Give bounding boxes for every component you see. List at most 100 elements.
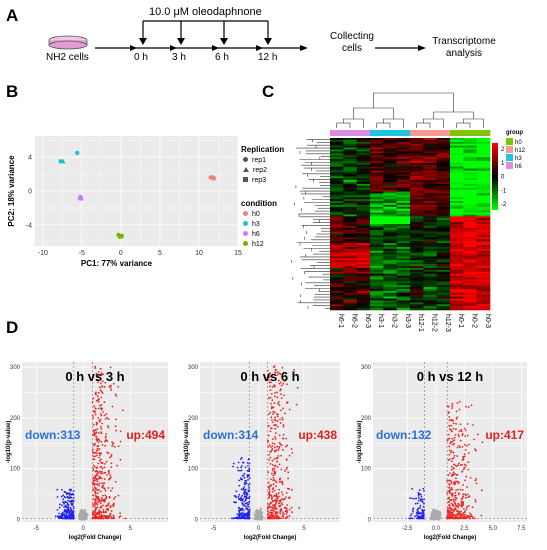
heatmap-cell [410, 178, 424, 181]
up-point [273, 402, 276, 404]
down-point [72, 497, 75, 499]
ns-point [82, 518, 85, 520]
up-point [447, 474, 450, 477]
heatmap-cell [436, 206, 451, 210]
up-point [472, 424, 474, 426]
up-point [453, 436, 456, 439]
ns-point [433, 508, 436, 511]
heatmap-cell [370, 168, 384, 171]
heatmap-cell [410, 290, 424, 294]
heatmap-cell [463, 191, 477, 194]
heatmap-cell [383, 147, 397, 150]
heatmap-cell [396, 191, 411, 194]
heatmap-cell [330, 216, 344, 219]
heatmap-cell [330, 202, 344, 206]
pca-xtick: -5 [79, 250, 85, 257]
heatmap-cell [330, 143, 344, 146]
heatmap-cell [463, 224, 477, 227]
up-point [92, 488, 95, 491]
up-point [94, 470, 97, 473]
heatmap-cell [356, 245, 371, 248]
heatmap-cell [410, 185, 424, 188]
heatmap-cell [383, 149, 397, 152]
heatmap-cell [343, 178, 357, 181]
heatmap-cell [423, 141, 437, 145]
up-point [451, 404, 454, 407]
up-point [94, 407, 97, 410]
up-point [102, 499, 105, 502]
up-point [467, 452, 470, 455]
heatmap-cell [370, 185, 384, 188]
heatmap-cell [370, 269, 384, 273]
up-point [461, 504, 464, 507]
heatmap-cell [450, 308, 464, 311]
heatmap-cell [423, 225, 437, 229]
up-point [92, 464, 95, 467]
ns-point [435, 515, 438, 518]
down-point [244, 503, 247, 505]
heatmap-cell [410, 191, 424, 194]
heatmap-cell [423, 281, 437, 284]
up-point [273, 457, 276, 460]
up-point [463, 463, 466, 466]
heatmap-cell [463, 252, 477, 255]
heatmap-cell [370, 199, 384, 202]
up-point [453, 439, 456, 442]
heatmap-cell [436, 262, 451, 265]
heatmap-cell [423, 195, 437, 198]
up-point [475, 449, 477, 452]
heatmap-cell [410, 243, 424, 246]
heatmap-cell [343, 266, 357, 269]
up-point [96, 437, 99, 440]
heatmap-cell [370, 235, 384, 238]
heatmap-cell [330, 168, 344, 171]
up-point [271, 445, 274, 447]
color-scale-bar [492, 143, 498, 210]
ns-point [253, 513, 255, 516]
heatmap-cell [450, 258, 464, 261]
down-point [247, 505, 250, 508]
heatmap-cell [383, 277, 397, 280]
heatmap-cell [436, 254, 451, 257]
up-count: up:438 [298, 428, 337, 442]
down-point [238, 512, 241, 514]
heatmap-cell [330, 235, 344, 238]
heatmap-cell [330, 166, 344, 169]
up-point [266, 513, 269, 516]
heatmap-cell [450, 287, 464, 290]
up-point [285, 508, 288, 510]
heatmap-cell [396, 204, 411, 208]
heatmap-cell [410, 288, 424, 292]
heatmap-cell [356, 252, 371, 255]
up-point [93, 505, 96, 508]
heatmap-cell [383, 139, 397, 143]
up-point [288, 515, 291, 517]
up-point [113, 497, 115, 500]
heatmap-cell [476, 224, 491, 227]
collect-line1: Collecting [330, 31, 374, 42]
heatmap-cell [396, 266, 411, 269]
ns-point [432, 514, 435, 517]
group-bar-cell [476, 130, 491, 136]
up-point [267, 481, 270, 484]
up-point [94, 451, 97, 454]
up-point [116, 464, 119, 467]
pca-xtick: 15 [234, 250, 242, 257]
down-point [63, 506, 65, 508]
up-point [92, 476, 95, 479]
heatmap-cell [356, 181, 371, 185]
down-point [61, 511, 64, 514]
heatmap-cell [476, 231, 491, 234]
heatmap-cell [450, 178, 464, 181]
up-point [280, 454, 283, 457]
up-point [450, 516, 452, 519]
heatmap-cell [396, 222, 411, 225]
up-point [96, 447, 99, 450]
heatmap-cell [396, 160, 411, 164]
heatmap-cell [450, 174, 464, 177]
heatmap-cell [436, 176, 451, 179]
heatmap-cell [396, 302, 411, 305]
up-point [458, 400, 461, 403]
up-point [92, 417, 95, 419]
heatmap-cell [410, 304, 424, 307]
